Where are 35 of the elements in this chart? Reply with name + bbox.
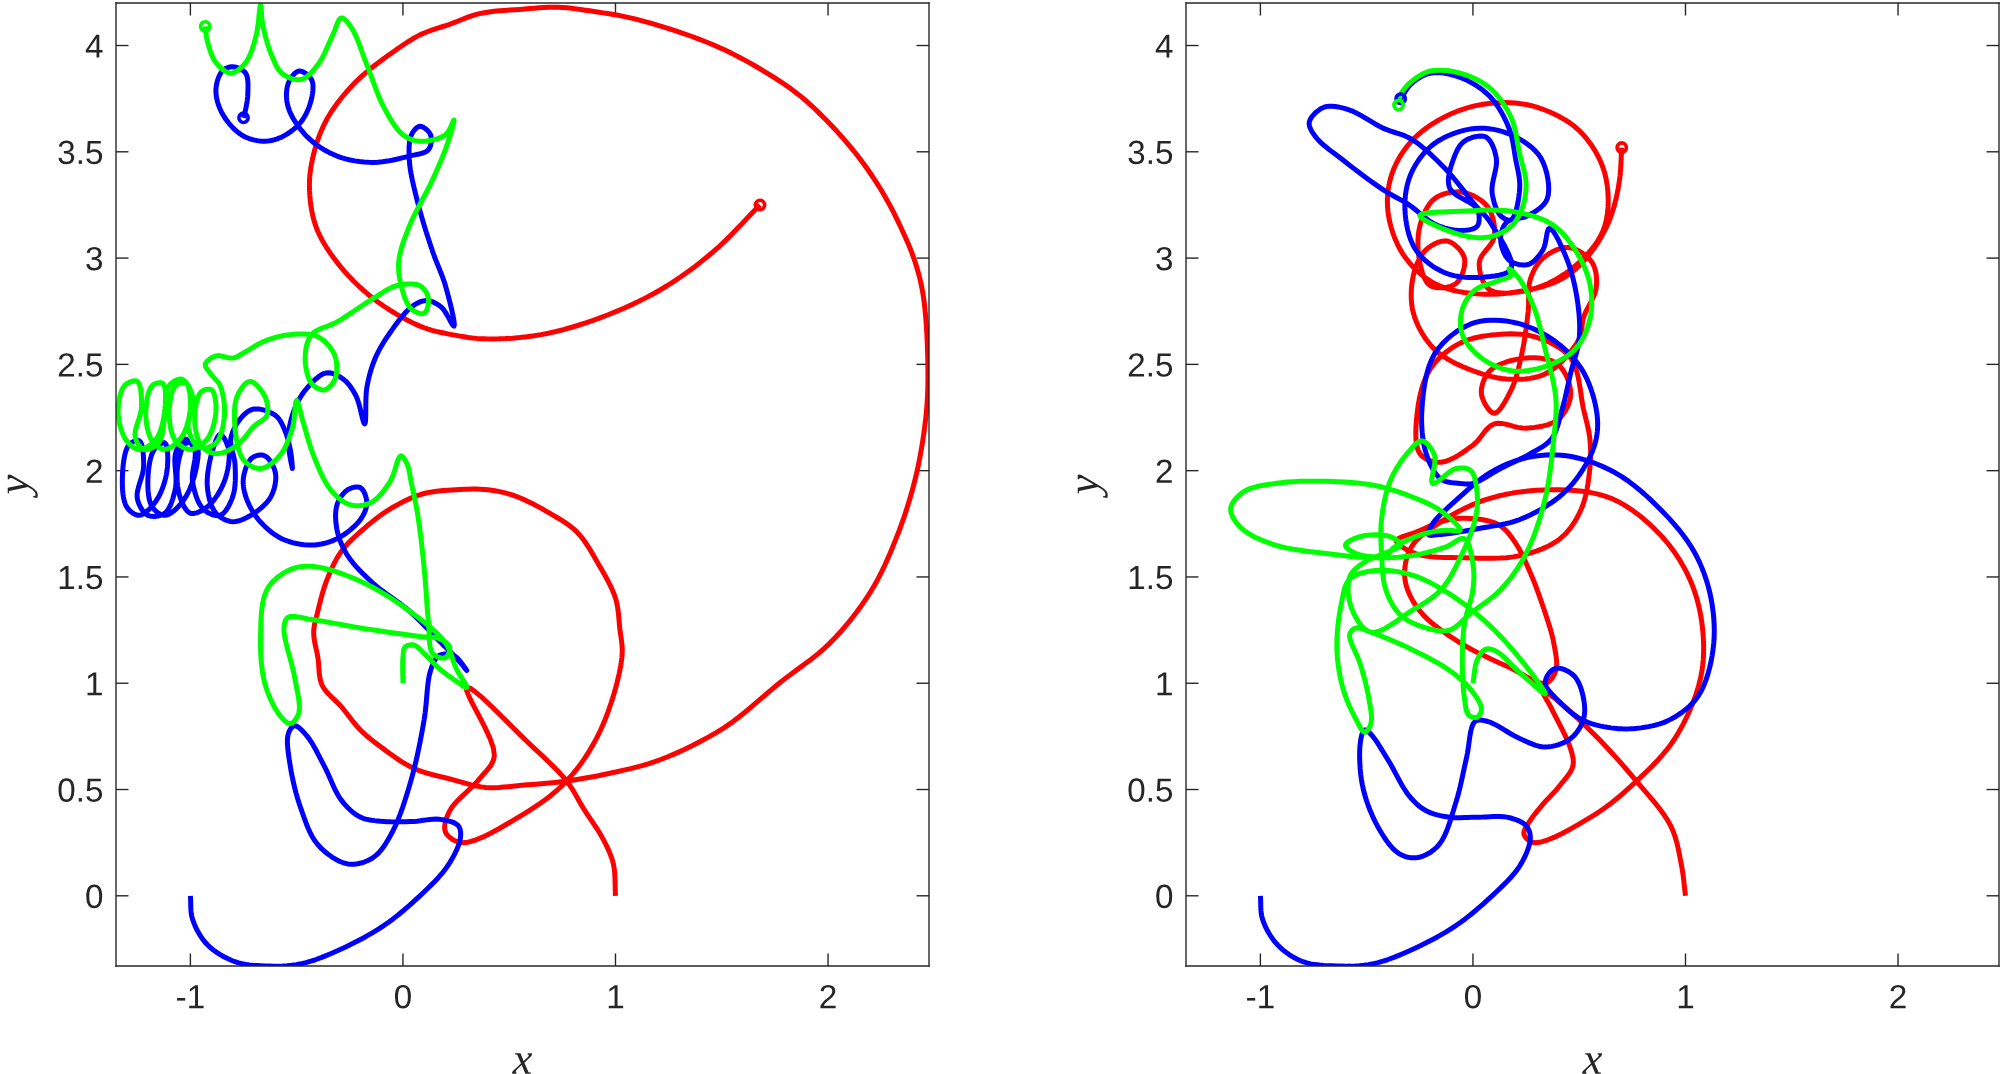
y-tick-label: 3.5 bbox=[58, 140, 103, 165]
x-tick-label: -1 bbox=[177, 985, 204, 1009]
y-tick-label: 2.5 bbox=[58, 353, 103, 377]
y-tick-label: 0 bbox=[86, 884, 103, 909]
y-tick-label: 3 bbox=[1156, 246, 1173, 271]
y-tick-label: 4 bbox=[1155, 34, 1173, 58]
y-tick-label: 4 bbox=[85, 34, 103, 58]
x-tick-label: -1 bbox=[1247, 985, 1274, 1009]
y-tick-label: 3.5 bbox=[1128, 140, 1173, 165]
y-tick-label: 0 bbox=[1156, 884, 1173, 909]
point bbox=[198, 19, 212, 33]
y-tick-label: 2.5 bbox=[1128, 353, 1173, 377]
y-tick-label: 1 bbox=[1157, 672, 1172, 696]
y-tick-label: 0.5 bbox=[1128, 778, 1173, 802]
x-tick-label: 0 bbox=[394, 984, 411, 1009]
point bbox=[1392, 98, 1406, 112]
x-axis-title: x bbox=[512, 1053, 533, 1074]
point bbox=[753, 198, 767, 212]
y-axis-title: y bbox=[1077, 474, 1108, 499]
y-tick-label: 1.5 bbox=[59, 566, 103, 590]
y-tick-label: 0.5 bbox=[58, 778, 103, 802]
x-axis-title: x bbox=[1582, 1053, 1603, 1074]
y-axis-title: y bbox=[7, 474, 38, 499]
y-tick-label: 1 bbox=[87, 672, 102, 696]
x-tick-label: 1 bbox=[608, 985, 624, 1009]
x-tick-label: 1 bbox=[1678, 985, 1694, 1009]
y-tick-label: 1.5 bbox=[1129, 566, 1173, 590]
x-tick-label: 2 bbox=[820, 984, 836, 1009]
y-tick-label: 2 bbox=[86, 459, 102, 483]
point bbox=[1615, 141, 1629, 155]
x-tick-label: 2 bbox=[1890, 984, 1906, 1009]
x-tick-label: 0 bbox=[1464, 984, 1481, 1009]
y-tick-label: 2 bbox=[1156, 459, 1172, 483]
y-tick-label: 3 bbox=[86, 246, 103, 271]
point bbox=[237, 111, 250, 125]
